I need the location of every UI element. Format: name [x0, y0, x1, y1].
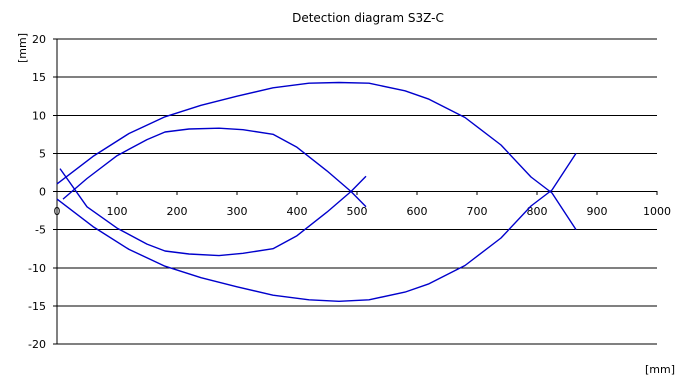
- curves: [56, 81, 577, 302]
- x-tick-label: 700: [467, 205, 488, 218]
- axes: [53, 38, 658, 345]
- y-tick-label: 15: [32, 71, 46, 84]
- series-line-4: [59, 168, 367, 257]
- series-line-3: [62, 127, 367, 208]
- x-tick-label: 100: [107, 205, 128, 218]
- y-axis-label: [mm]: [16, 33, 29, 63]
- x-tick-label: 200: [167, 205, 188, 218]
- series-line-1: [56, 81, 577, 230]
- y-tick-label: -20: [28, 338, 46, 351]
- y-tick-label: 5: [39, 147, 46, 160]
- y-tick-label: 10: [32, 109, 46, 122]
- x-tick-label: 300: [227, 205, 248, 218]
- series-line-2: [56, 153, 577, 302]
- x-tick-label: 900: [587, 205, 608, 218]
- x-tick-label: 1000: [643, 205, 671, 218]
- x-tick-label: 400: [287, 205, 308, 218]
- x-tick-label: 0: [54, 205, 61, 218]
- y-tick-labels: -20 -15 -10 -5 0 5 10 15 20: [28, 33, 46, 351]
- x-tick-label: 600: [407, 205, 428, 218]
- x-tick-label: 500: [347, 205, 368, 218]
- x-axis-label: [mm]: [645, 363, 675, 376]
- y-tick-label: 0: [39, 186, 46, 199]
- y-tick-label: -10: [28, 262, 46, 275]
- chart-title: Detection diagram S3Z-C: [292, 11, 444, 25]
- y-tick-label: 20: [32, 33, 46, 46]
- y-tick-label: -5: [35, 224, 46, 237]
- x-tick-labels: 0 100 200 300 400 500 600 700 800 900 1000: [54, 205, 672, 218]
- y-tick-label: -15: [28, 300, 46, 313]
- x-tick-label: 800: [527, 205, 548, 218]
